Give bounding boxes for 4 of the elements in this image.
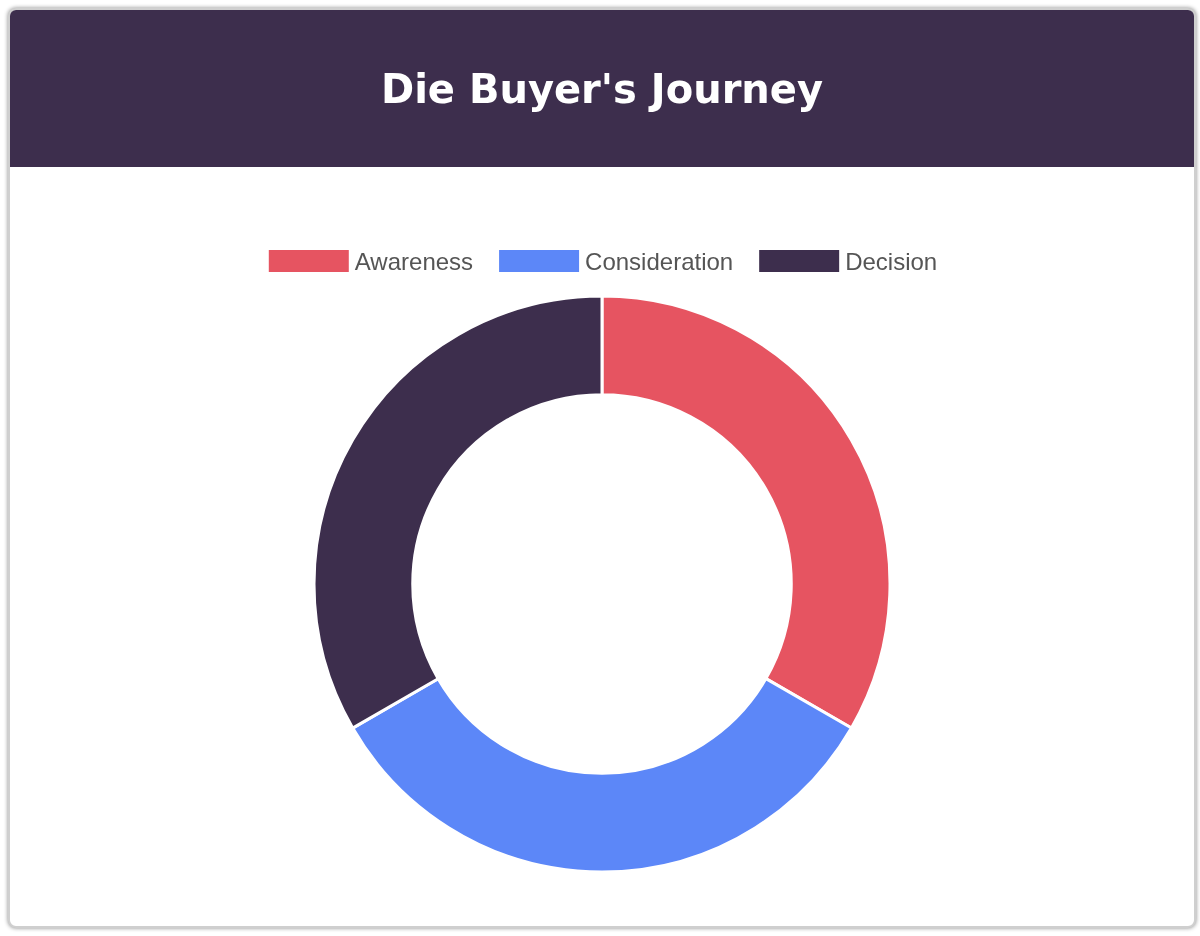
legend-label: Awareness (354, 247, 474, 275)
legend-label: Consideration (585, 247, 734, 275)
chart-title: Die Buyer's Journey (10, 10, 1194, 167)
legend-label: Decision (845, 247, 938, 275)
